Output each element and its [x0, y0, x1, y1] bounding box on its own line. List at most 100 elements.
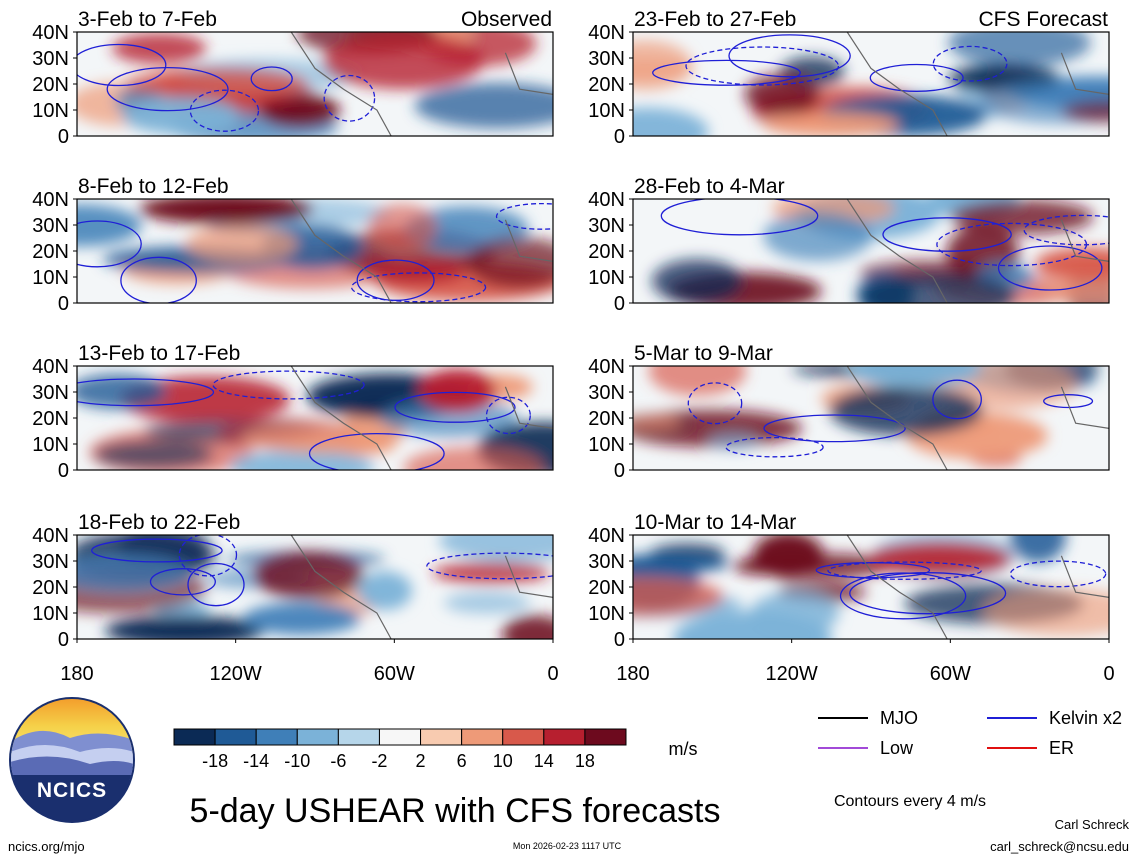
colorbar-swatch	[296, 728, 339, 746]
y-tick-label: 0	[58, 126, 69, 148]
panel-period-title: 8-Feb to 12-Feb	[78, 175, 229, 198]
y-tick-label: 40N	[32, 189, 69, 211]
y-tick-label: 20N	[32, 577, 69, 599]
y-tick-label: 40N	[588, 525, 625, 547]
panel-source-label: CFS Forecast	[978, 8, 1108, 31]
author: Carl Schreck	[1055, 817, 1130, 832]
colorbar-tick-label: -2	[371, 751, 387, 771]
y-tick-label: 20N	[588, 408, 625, 430]
x-tick-label: 0	[1103, 663, 1114, 685]
y-tick-label: 10N	[588, 434, 625, 456]
y-tick-label: 30N	[32, 215, 69, 237]
colorbar-swatch	[502, 728, 545, 746]
y-tick-label: 20N	[32, 408, 69, 430]
panel-period-title: 5-Mar to 9-Mar	[634, 342, 773, 365]
colorbar-tick-label: 18	[575, 751, 595, 771]
y-tick-label: 0	[58, 629, 69, 651]
y-tick-label: 10N	[588, 267, 625, 289]
x-tick-label: 0	[547, 663, 558, 685]
y-tick-label: 40N	[588, 22, 625, 44]
y-tick-label: 20N	[588, 577, 625, 599]
panel-1	[73, 31, 554, 137]
author-email[interactable]: carl_schreck@ncsu.edu	[990, 839, 1129, 854]
panel-5	[629, 31, 1110, 137]
panel-4	[73, 534, 554, 643]
site-link[interactable]: ncics.org/mjo	[8, 839, 85, 854]
y-tick-label: 10N	[588, 100, 625, 122]
panel-7	[629, 365, 1110, 471]
y-tick-label: 30N	[32, 48, 69, 70]
figure-title: 5-day USHEAR with CFS forecasts	[190, 792, 721, 830]
panel-period-title: 3-Feb to 7-Feb	[78, 8, 217, 31]
colorbar: -18 -14 -10 -6 -2 2 6 10 14 18	[173, 728, 627, 771]
legend-label: Low	[880, 738, 914, 758]
panel-3	[73, 365, 554, 471]
ncics-logo: NCICS	[9, 697, 135, 823]
y-tick-label: 30N	[588, 382, 625, 404]
colorbar-swatch	[214, 728, 257, 746]
y-tick-label: 30N	[588, 48, 625, 70]
colorbar-swatch	[420, 728, 463, 746]
units-label: m/s	[669, 739, 698, 759]
colorbar-tick-label: -10	[284, 751, 310, 771]
colorbar-swatch	[173, 728, 216, 746]
y-tick-label: 20N	[32, 241, 69, 263]
panel-2	[73, 198, 554, 304]
y-tick-label: 40N	[32, 356, 69, 378]
y-tick-label: 0	[58, 293, 69, 315]
panel-period-title: 23-Feb to 27-Feb	[634, 8, 796, 31]
colorbar-swatch	[337, 728, 380, 746]
y-tick-label: 20N	[588, 74, 625, 96]
x-tick-label: 60W	[374, 663, 415, 685]
y-tick-label: 40N	[588, 356, 625, 378]
panel-period-title: 18-Feb to 22-Feb	[78, 511, 240, 534]
logo-text: NCICS	[37, 779, 107, 802]
colorbar-tick-label: 14	[534, 751, 554, 771]
legend: MJO Kelvin x2 Low ER	[818, 708, 1122, 758]
colorbar-swatch	[255, 728, 298, 746]
y-tick-label: 0	[58, 460, 69, 482]
y-tick-label: 0	[614, 460, 625, 482]
y-tick-label: 0	[614, 629, 625, 651]
y-tick-label: 20N	[588, 241, 625, 263]
x-tick-label: 180	[60, 663, 93, 685]
y-tick-label: 30N	[588, 551, 625, 573]
y-tick-label: 20N	[32, 74, 69, 96]
y-tick-label: 10N	[32, 267, 69, 289]
y-tick-label: 40N	[32, 525, 69, 547]
y-tick-label: 0	[614, 293, 625, 315]
y-tick-label: 10N	[32, 603, 69, 625]
y-tick-label: 10N	[32, 100, 69, 122]
colorbar-tick-label: 2	[416, 751, 426, 771]
y-tick-label: 40N	[32, 22, 69, 44]
colorbar-tick-label: 6	[457, 751, 467, 771]
panel-period-title: 13-Feb to 17-Feb	[78, 342, 240, 365]
y-tick-label: 0	[614, 126, 625, 148]
legend-label: Kelvin x2	[1049, 708, 1122, 728]
colorbar-swatch	[378, 728, 422, 746]
colorbar-swatch	[543, 728, 586, 746]
contour-note: Contours every 4 m/s	[834, 793, 986, 810]
colorbar-tick-label: -6	[330, 751, 346, 771]
y-tick-label: 30N	[32, 551, 69, 573]
panel-8	[629, 534, 1110, 643]
x-tick-label: 120W	[210, 663, 262, 685]
colorbar-swatch	[461, 728, 504, 746]
y-tick-label: 30N	[32, 382, 69, 404]
y-tick-label: 10N	[32, 434, 69, 456]
x-tick-label: 180	[616, 663, 649, 685]
y-tick-label: 30N	[588, 215, 625, 237]
colorbar-tick-label: 10	[493, 751, 513, 771]
legend-label: MJO	[880, 708, 918, 728]
panel-6	[629, 198, 1110, 304]
x-tick-label: 120W	[766, 663, 818, 685]
y-tick-label: 10N	[588, 603, 625, 625]
colorbar-tick-label: -14	[243, 751, 269, 771]
panel-source-label: Observed	[461, 8, 552, 31]
panel-period-title: 10-Mar to 14-Mar	[634, 511, 796, 534]
timestamp: Mon 2026-02-23 1117 UTC	[513, 841, 622, 851]
panel-period-title: 28-Feb to 4-Mar	[634, 175, 785, 198]
y-tick-label: 40N	[588, 189, 625, 211]
colorbar-swatch	[584, 728, 627, 746]
